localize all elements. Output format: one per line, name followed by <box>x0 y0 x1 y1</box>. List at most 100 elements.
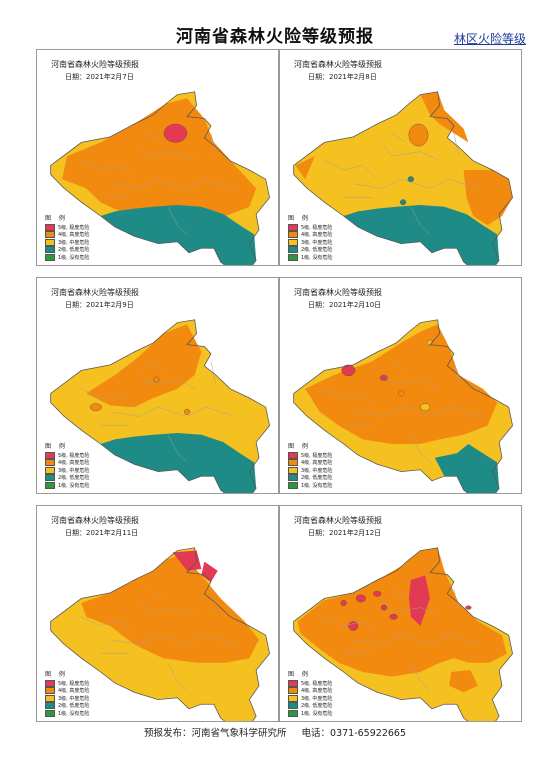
legend-heading: 图 例 <box>288 670 311 678</box>
legend-label: 1级, 没有危险 <box>58 710 90 717</box>
legend-label: 2级, 低度危险 <box>301 247 333 254</box>
legend-swatch <box>45 679 55 687</box>
legend-label: 1级, 没有危险 <box>301 254 333 261</box>
legend-label: 5级, 极度危险 <box>301 452 333 459</box>
legend-item: 4级, 高度危险 <box>45 687 89 695</box>
legend-swatch <box>45 481 55 489</box>
legend-swatch <box>288 246 298 254</box>
legend-swatch <box>288 466 298 474</box>
legend-heading: 图 例 <box>45 442 68 450</box>
legend-label: 5级, 极度危险 <box>301 224 333 231</box>
legend-label: 3级, 中度危险 <box>58 695 90 702</box>
province-map <box>50 319 270 493</box>
legend-label: 4级, 高度危险 <box>58 688 90 695</box>
legend-label: 4级, 高度危险 <box>58 460 90 467</box>
legend-swatch <box>45 223 55 231</box>
legend-swatch <box>45 253 55 261</box>
legend-swatch <box>288 679 298 687</box>
legend-item: 3级, 中度危险 <box>45 694 90 703</box>
legend-item: 1级, 没有危险 <box>288 253 333 262</box>
footer: 预报发布：河南省气象科学研究所 电话：0371-65922665 <box>0 725 550 739</box>
province-map <box>293 91 513 265</box>
legend-swatch <box>288 702 298 710</box>
legend-item: 5级, 极度危险 <box>288 223 333 232</box>
legend-heading: 图 例 <box>45 214 68 222</box>
legend-item: 5级, 极度危险 <box>45 679 90 688</box>
legend-label: 5级, 极度危险 <box>58 224 90 231</box>
legend-swatch <box>45 459 55 467</box>
legend-item: 5级, 极度危险 <box>45 223 90 232</box>
panel-date: 日期：2021年2月9日 <box>65 301 134 309</box>
legend-item: 2级, 低度危险 <box>45 246 89 254</box>
legend-label: 2级, 低度危险 <box>58 703 90 710</box>
map-legend: 图 例 5级, 极度危险 4级, 高度危险 3级, 中度危险 2级, 低度危险 1级, 没… <box>45 213 89 262</box>
map-panel: 河南省森林火险等级预报日期：2021年2月11日图 例 5级, 极度危险 4级, 高… <box>36 505 279 722</box>
legend-label: 1级, 没有危险 <box>301 710 333 717</box>
legend-swatch <box>288 459 298 467</box>
legend-swatch <box>288 687 298 695</box>
panel-title: 河南省森林火险等级预报 <box>51 516 139 525</box>
legend-swatch <box>45 694 55 702</box>
panel-title: 河南省森林火险等级预报 <box>51 60 139 69</box>
forest-fire-level-link[interactable]: 林区火险等级 <box>453 32 526 46</box>
legend-label: 1级, 没有危险 <box>58 482 90 489</box>
legend-item: 1级, 没有危险 <box>45 709 90 718</box>
province-map <box>293 547 513 721</box>
footer-publisher: 预报发布：河南省气象科学研究所 <box>143 728 287 739</box>
legend-swatch <box>45 709 55 717</box>
legend-item: 4级, 高度危险 <box>288 687 332 695</box>
legend-item: 5级, 极度危险 <box>45 451 89 460</box>
map-legend: 图 例 5级, 极度危险 4级, 高度危险 3级, 中度危险 2级, 低度危险 1级, 没… <box>288 213 332 262</box>
legend-label: 5级, 极度危险 <box>301 680 333 687</box>
panel-date: 日期：2021年2月12日 <box>308 529 382 537</box>
legend-item: 3级, 中度危险 <box>288 238 333 247</box>
legend-swatch <box>288 451 298 459</box>
legend-item: 1级, 没有危险 <box>288 709 333 718</box>
legend-item: 1级, 没有危险 <box>45 253 89 262</box>
legend-swatch <box>45 702 55 710</box>
legend-swatch <box>288 253 298 261</box>
legend-heading: 图 例 <box>45 670 68 678</box>
legend-label: 4级, 高度危险 <box>301 688 333 695</box>
panel-date: 日期：2021年2月8日 <box>308 73 377 81</box>
legend-heading: 图 例 <box>288 214 311 222</box>
map-legend: 图 例 5级, 极度危险 4级, 高度危险 3级, 中度危险 2级, 低度危险 1级, 没… <box>288 441 332 490</box>
map-panel: 河南省森林火险等级预报日期：2021年2月9日图 例 5级, 极度危险 4级, 高度… <box>36 277 279 494</box>
map-legend: 图 例 5级, 极度危险 4级, 高度危险 3级, 中度危险 2级, 低度危险 1级, 没… <box>45 669 89 718</box>
legend-label: 4级, 高度危险 <box>58 232 90 239</box>
province-map <box>50 91 270 265</box>
legend-item: 4级, 高度危险 <box>288 459 332 467</box>
legend-item: 5级, 极度危险 <box>288 679 333 688</box>
legend-swatch <box>45 687 55 695</box>
legend-label: 3级, 中度危险 <box>301 239 333 246</box>
legend-swatch <box>288 223 298 231</box>
legend-label: 2级, 低度危险 <box>58 475 90 482</box>
legend-label: 1级, 没有危险 <box>301 482 333 489</box>
legend-label: 2级, 低度危险 <box>58 247 90 254</box>
legend-swatch <box>45 474 55 482</box>
legend-item: 4级, 高度危险 <box>288 231 332 239</box>
legend-swatch <box>288 709 298 717</box>
legend-item: 2级, 低度危险 <box>288 246 332 254</box>
footer-phone: 电话：0371-65922665 <box>301 728 406 739</box>
panel-date: 日期：2021年2月11日 <box>65 529 139 537</box>
legend-label: 3级, 中度危险 <box>301 467 333 474</box>
panel-date: 日期：2021年2月10日 <box>308 301 382 309</box>
legend-swatch <box>288 231 298 239</box>
panel-title: 河南省森林火险等级预报 <box>51 288 139 297</box>
map-panel: 河南省森林火险等级预报 日期：2021年2月8日图 例 5级, 极度危险 4级, 高度… <box>279 49 522 266</box>
legend-swatch <box>45 238 55 246</box>
province-map <box>50 547 270 721</box>
legend-item: 3级, 中度危险 <box>288 694 332 703</box>
legend-item: 2级, 低度危险 <box>45 702 89 710</box>
legend-item: 2级, 低度危险 <box>45 474 89 482</box>
legend-swatch <box>288 694 298 702</box>
legend-item: 1级, 没有危险 <box>45 481 90 490</box>
legend-label: 4级, 高度危险 <box>301 460 333 467</box>
legend-swatch <box>288 474 298 482</box>
legend-item: 1级, 没有危险 <box>288 481 333 490</box>
legend-swatch <box>288 238 298 246</box>
legend-swatch <box>45 231 55 239</box>
legend-swatch <box>45 466 55 474</box>
legend-label: 5级, 极度危险 <box>58 680 90 687</box>
